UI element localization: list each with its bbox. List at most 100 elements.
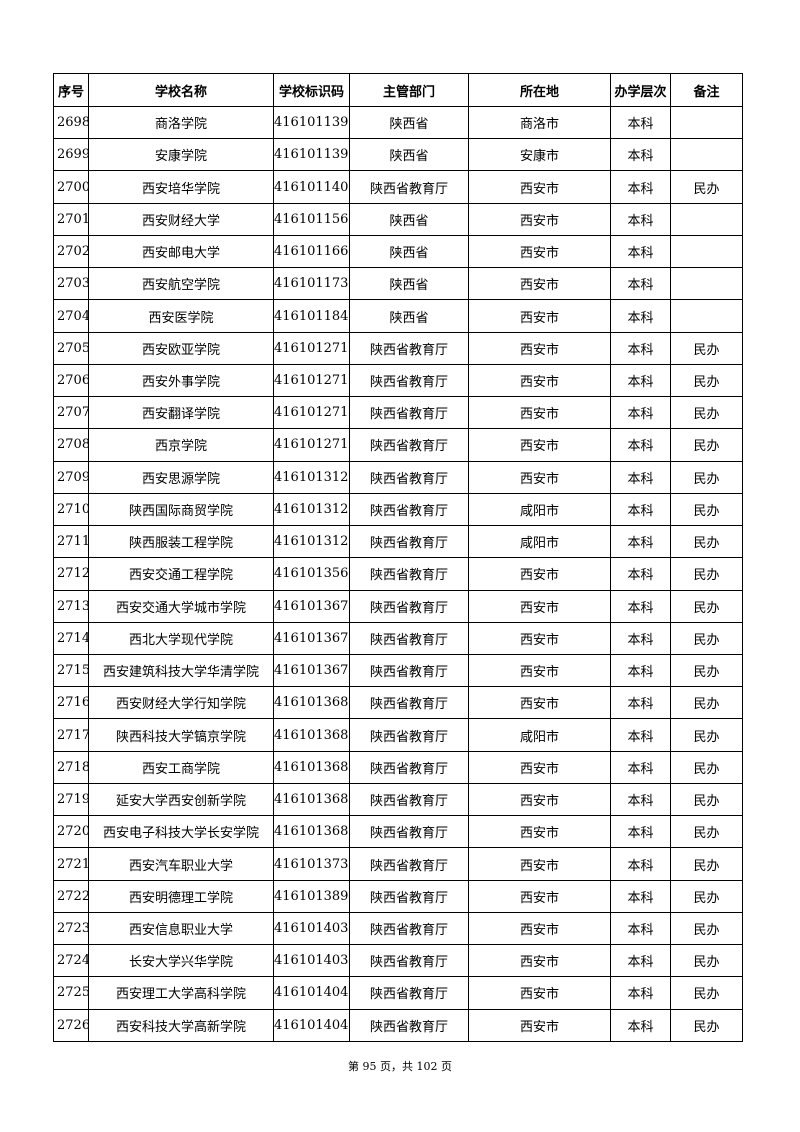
table-cell: 4161014030: [273, 911, 350, 946]
table-cell: 西安培华学院: [88, 170, 274, 204]
table-cell: 本科: [610, 138, 671, 172]
table-cell: 2720: [53, 815, 89, 849]
table-cell: 西安明德理工学院: [88, 879, 274, 913]
table-cell: 民办: [670, 557, 743, 591]
table-cell: 2712: [53, 557, 89, 591]
table-cell: 4161013683: [273, 782, 350, 817]
table-cell: 2718: [53, 750, 89, 784]
table-cell: 陕西省: [349, 138, 469, 172]
table-cell: 西安市: [468, 1008, 611, 1042]
table-cell: 安康市: [468, 138, 611, 172]
header-cell: 主管部门: [349, 73, 469, 107]
table-row: 2713 西安交通大学城市学院 4161013677 陕西省教育厅 西安市 本科 民办: [53, 589, 743, 623]
table-cell: 4161013121: [273, 460, 350, 494]
table-row: 2705 西安欧亚学院 4161012712 陕西省教育厅 西安市 本科 民办: [53, 331, 743, 365]
table-cell: 陕西省: [349, 234, 469, 269]
table-cell: 民办: [670, 782, 743, 817]
table-cell: 本科: [610, 331, 671, 365]
header-cell: 学校名称: [88, 73, 274, 107]
table-cell: 西安市: [468, 202, 611, 236]
table-cell: 西安市: [468, 428, 611, 462]
table-cell: 陕西省教育厅: [349, 525, 469, 559]
table-cell: 2709: [53, 460, 89, 494]
table-cell: 西安市: [468, 879, 611, 913]
table-cell: 本科: [610, 234, 671, 269]
table-cell: 本科: [610, 718, 671, 752]
table-cell: 西安市: [468, 944, 611, 978]
table-cell: 4161012714: [273, 396, 350, 430]
table-cell: 本科: [610, 428, 671, 462]
table-cell: 2717: [53, 718, 89, 752]
table-cell: 2716: [53, 686, 89, 720]
table-cell: 西安汽车职业大学: [88, 847, 274, 881]
table-cell: 西安邮电大学: [88, 234, 274, 269]
table-cell: 4161013123: [273, 492, 350, 527]
table-cell: 4161011560: [273, 202, 350, 236]
table-cell: 2701: [53, 202, 89, 236]
table-cell: 4161011397: [273, 138, 350, 172]
table-cell: 2719: [53, 782, 89, 817]
table-cell: 本科: [610, 557, 671, 591]
table-cell: 西安市: [468, 686, 611, 720]
table-row: 2723 西安信息职业大学 4161014030 陕西省教育厅 西安市 本科 民办: [53, 911, 743, 946]
table-cell: 2703: [53, 267, 89, 301]
table-cell: 民办: [670, 750, 743, 784]
table-cell: 西安建筑科技大学华清学院: [88, 653, 274, 688]
table-cell: 咸阳市: [468, 492, 611, 527]
table-row: 2724 长安大学兴华学院 4161014034 陕西省教育厅 西安市 本科 民办: [53, 944, 743, 978]
table-cell: 民办: [670, 686, 743, 720]
table-cell: 陕西省教育厅: [349, 911, 469, 946]
table-row: 2716 西安财经大学行知学院 4161013680 陕西省教育厅 西安市 本科 民办: [53, 686, 743, 720]
table-cell: 民办: [670, 492, 743, 527]
table-cell: 4161013678: [273, 621, 350, 655]
table-cell: 2713: [53, 589, 89, 623]
table-cell: 西安市: [468, 847, 611, 881]
table-cell: 2714: [53, 621, 89, 655]
table-cell: 西安财经大学行知学院: [88, 686, 274, 720]
table-cell: 民办: [670, 1008, 743, 1042]
table-cell: 西安市: [468, 299, 611, 333]
table-cell: 4161012713: [273, 363, 350, 398]
table-cell: 本科: [610, 976, 671, 1010]
table-row: 2702 西安邮电大学 4161011664 陕西省 西安市 本科: [53, 234, 743, 269]
table-cell: 4161014034: [273, 944, 350, 978]
table-row: 2717 陕西科技大学镐京学院 4161013681 陕西省教育厅 咸阳市 本科 民办: [53, 718, 743, 752]
header-cell: 学校标识码: [273, 73, 350, 107]
table-cell: 西安市: [468, 234, 611, 269]
table-cell: 2700: [53, 170, 89, 204]
table-cell: [670, 267, 743, 301]
table-cell: 西安市: [468, 331, 611, 365]
table-cell: 陕西国际商贸学院: [88, 492, 274, 527]
table-cell: [670, 202, 743, 236]
table-cell: 2707: [53, 396, 89, 430]
table-row: 2711 陕西服装工程学院 4161013125 陕西省教育厅 咸阳市 本科 民办: [53, 525, 743, 559]
table-cell: 民办: [670, 815, 743, 849]
table-cell: 陕西省: [349, 267, 469, 301]
table-cell: 西安市: [468, 363, 611, 398]
table-cell: 本科: [610, 847, 671, 881]
table-cell: 本科: [610, 621, 671, 655]
table-cell: 延安大学西安创新学院: [88, 782, 274, 817]
table-cell: 陕西省: [349, 105, 469, 140]
table-cell: 4161013125: [273, 525, 350, 559]
table-cell: 2726: [53, 1008, 89, 1042]
table-header: 序号 学校名称 学校标识码 主管部门 所在地 办学层次 备注: [53, 73, 743, 107]
table-cell: 本科: [610, 267, 671, 301]
table-cell: 本科: [610, 492, 671, 527]
table-cell: 西京学院: [88, 428, 274, 462]
table-cell: 西安市: [468, 267, 611, 301]
table-cell: 本科: [610, 944, 671, 978]
table-cell: 陕西省教育厅: [349, 331, 469, 365]
table-cell: 本科: [610, 782, 671, 817]
table-cell: 陕西省教育厅: [349, 815, 469, 849]
table-row: 2703 西安航空学院 4161011736 陕西省 西安市 本科: [53, 267, 743, 301]
table-cell: 西安翻译学院: [88, 396, 274, 430]
table-cell: 西安科技大学高新学院: [88, 1008, 274, 1042]
table-cell: 西安市: [468, 653, 611, 688]
table-cell: 陕西省: [349, 299, 469, 333]
table-cell: 4161011400: [273, 170, 350, 204]
table-cell: 本科: [610, 525, 671, 559]
table-cell: 2725: [53, 976, 89, 1010]
table-cell: [670, 138, 743, 172]
